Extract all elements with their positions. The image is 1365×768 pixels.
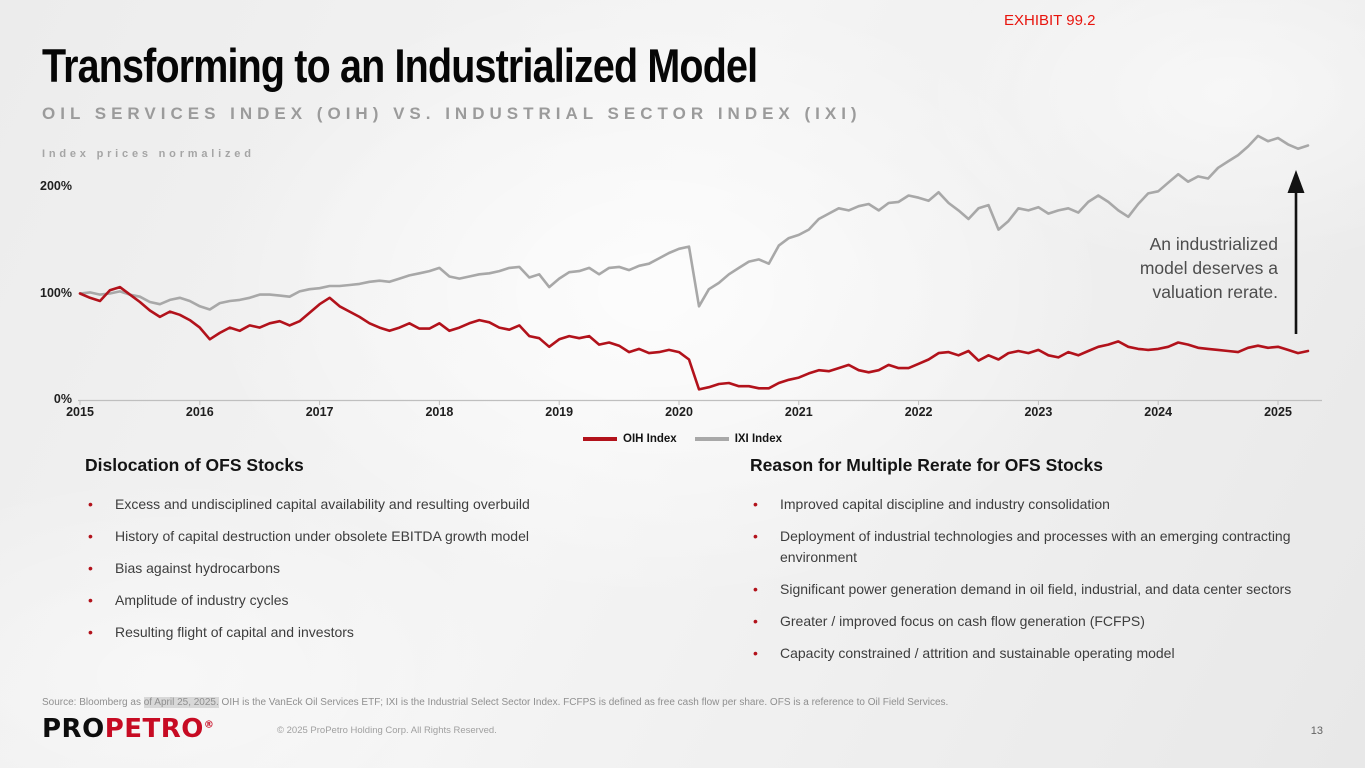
legend-swatch [583, 437, 617, 441]
chart-subtitle-note: Index prices normalized [42, 148, 255, 160]
series-line-ixi-index [78, 134, 1310, 311]
bullet-item: History of capital destruction under obs… [85, 526, 730, 547]
bullet-item: Greater / improved focus on cash flow ge… [750, 611, 1328, 632]
logo-text-petro: PETRO [104, 714, 204, 744]
page-title: Transforming to an Industrialized Model [42, 39, 758, 92]
left-column-heading: Dislocation of OFS Stocks [85, 455, 304, 475]
legend-item-oih-index: OIH Index [583, 433, 677, 445]
propetro-logo: PROPETRO® [42, 714, 214, 744]
y-tick-label: 0% [53, 392, 72, 406]
bullet-item: Amplitude of industry cycles [85, 590, 730, 611]
y-tick-label: 100% [40, 285, 72, 300]
y-tick-label: 200% [40, 179, 72, 193]
bullet-item: Excess and undisciplined capital availab… [85, 494, 730, 515]
source-footnote: Source: Bloomberg as of April 25, 2025. … [42, 697, 948, 708]
legend-label: IXI Index [734, 433, 782, 445]
copyright-text: © 2025 ProPetro Holding Corp. All Rights… [277, 725, 497, 736]
x-tick-label: 2017 [305, 405, 334, 419]
exhibit-label: EXHIBIT 99.2 [1004, 12, 1096, 29]
x-tick-label: 2022 [904, 405, 933, 419]
bullet-item: Deployment of industrial technologies an… [750, 526, 1328, 568]
x-tick-label: 2020 [665, 405, 693, 419]
bullet-item: Resulting flight of capital and investor… [85, 622, 730, 643]
up-arrow-icon [1287, 170, 1305, 334]
x-tick-label: 2024 [1144, 405, 1173, 419]
registered-mark-icon: ® [203, 719, 215, 731]
x-tick-label: 2023 [1024, 405, 1053, 419]
chart-title: OIL SERVICES INDEX (OIH) VS. INDUSTRIAL … [42, 104, 862, 123]
bullet-item: Significant power generation demand in o… [750, 579, 1328, 600]
logo-text-pro: PRO [42, 714, 105, 744]
chart-legend: OIH Index IXI Index [0, 433, 1365, 445]
legend-swatch [694, 437, 729, 441]
x-tick-label: 2016 [185, 405, 214, 419]
right-bullet-list: Improved capital discipline and industry… [750, 494, 1328, 664]
annotation-line: model deserves a [1139, 258, 1278, 278]
left-bullet-list: Excess and undisciplined capital availab… [85, 494, 730, 643]
right-column: Reason for Multiple Rerate for OFS Stock… [750, 455, 1328, 675]
series-line-oih-index [78, 285, 1310, 391]
source-date-highlight: of April 25, 2025. [143, 697, 219, 708]
x-tick-label: 2015 [66, 405, 94, 419]
right-column-heading: Reason for Multiple Rerate for OFS Stock… [750, 455, 1103, 475]
bullet-item: Bias against hydrocarbons [85, 558, 730, 579]
left-column: Dislocation of OFS Stocks Excess and und… [85, 455, 730, 654]
bullet-item: Improved capital discipline and industry… [750, 494, 1328, 515]
x-tick-label: 2019 [545, 405, 574, 419]
x-axis-labels: 2015 2016 2017 2018 2019 2020 2021 2022 2023 2024… [66, 405, 1323, 423]
annotation-line: An industrialized [1149, 234, 1278, 254]
line-chart [78, 134, 1322, 405]
source-text: OIH is the VanEck Oil Services ETF; IXI … [218, 697, 949, 708]
legend-item-ixi-index: IXI Index [694, 433, 782, 445]
x-tick-label: 2021 [784, 405, 813, 419]
page-number: 13 [1310, 725, 1323, 737]
bullet-item: Capacity constrained / attrition and sus… [750, 643, 1328, 664]
chart-annotation: An industrialized model deserves a valua… [1008, 232, 1278, 304]
legend-label: OIH Index [623, 433, 677, 445]
source-text: Source: Bloomberg as [42, 697, 144, 708]
x-tick-label: 2018 [425, 405, 454, 419]
x-tick-label: 2025 [1264, 405, 1292, 419]
annotation-line: valuation rerate. [1152, 282, 1279, 302]
